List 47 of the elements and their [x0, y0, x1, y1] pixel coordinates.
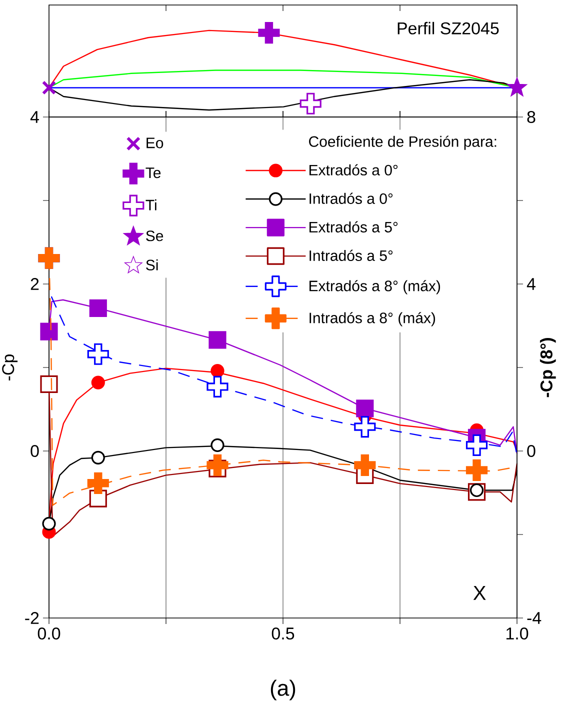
x-tick-label: 0.0 — [38, 628, 60, 640]
y-tick-label: 0 — [30, 444, 39, 458]
point — [210, 438, 224, 452]
y-axis-title: -Cp — [2, 354, 18, 380]
point — [89, 299, 107, 318]
point — [466, 434, 488, 456]
chart-title: Perfil SZ2045 — [398, 22, 499, 34]
point — [210, 364, 224, 378]
point — [206, 454, 228, 476]
legend-label: Intradós a 0° — [310, 192, 393, 204]
point — [87, 343, 109, 365]
point — [356, 400, 374, 418]
legend-label: Intradós a 8° (máx) — [310, 312, 436, 326]
legend-label: Extradós a 0° — [310, 164, 398, 176]
legend-label: Intradós a 5° — [310, 250, 393, 261]
text: (a) — [270, 680, 296, 700]
y2-tick-label: 8 — [527, 110, 536, 124]
y-tick-label: 4 — [30, 111, 39, 123]
legend-label: Eo — [146, 138, 164, 148]
y2-tick-label: 0 — [527, 444, 536, 458]
point — [40, 322, 58, 340]
point — [40, 375, 58, 393]
point — [470, 483, 484, 498]
legend-label: Extradós a 8° (máx) — [310, 280, 440, 294]
point — [466, 459, 488, 482]
legend-label: Te — [146, 168, 161, 178]
point — [354, 454, 376, 476]
y2-tick-label: 4 — [526, 278, 536, 290]
x-axis-title: X — [473, 586, 486, 600]
y-tick-label: 2 — [30, 278, 39, 290]
y2-tick-label: -4 — [527, 612, 542, 624]
point — [42, 516, 56, 530]
y2-axis-title: -Cp (8°) — [540, 338, 556, 398]
x-tick-label: 1.0 — [506, 628, 528, 640]
point — [208, 331, 226, 349]
legend-label: Extradós a 5° — [310, 221, 398, 232]
legend-label: Se — [146, 230, 164, 242]
y-tick-label: -2 — [25, 612, 39, 624]
point — [91, 450, 105, 464]
point — [206, 376, 228, 398]
x-tick-label: 0.5 — [272, 628, 294, 640]
legend-label: Ti — [146, 199, 156, 210]
point — [91, 376, 105, 390]
point — [87, 472, 109, 494]
legend-label: Si — [146, 259, 158, 270]
point — [354, 416, 376, 438]
legend-title: Coeficiente de Presión para: — [309, 136, 496, 150]
